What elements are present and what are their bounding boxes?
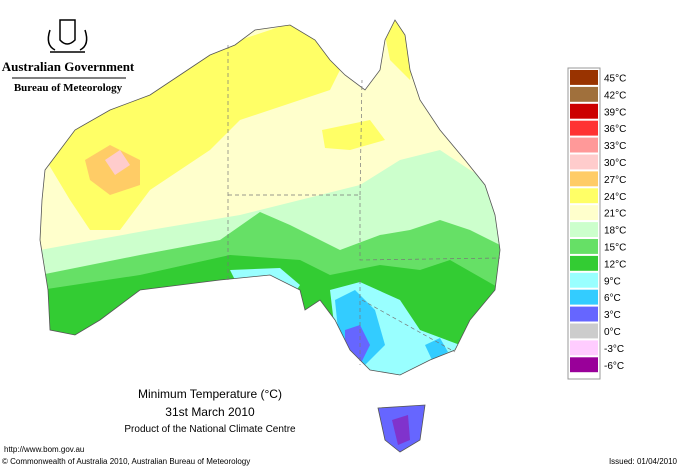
- legend-swatch: [570, 340, 598, 356]
- legend-swatch: [570, 86, 598, 102]
- legend-swatch: [570, 188, 598, 204]
- legend-swatch: [570, 272, 598, 288]
- legend-label: 39°C: [604, 107, 626, 118]
- tasmania-cold: [392, 415, 410, 445]
- legend-frame: [567, 67, 601, 380]
- copyright: © Commonwealth of Australia 2010, Austra…: [2, 457, 250, 466]
- legend-label: 0°C: [604, 327, 621, 338]
- legend-label: 21°C: [604, 209, 626, 220]
- producer: Product of the National Climate Centre: [124, 424, 296, 435]
- legend-swatch: [570, 103, 598, 119]
- legend-swatch: [570, 222, 598, 237]
- agency: Bureau of Meteorology: [14, 82, 123, 94]
- legend-swatch: [570, 306, 598, 322]
- government: Australian Government: [2, 59, 135, 74]
- legend-label: 42°C: [604, 90, 626, 101]
- legend-swatch: [570, 171, 598, 187]
- issued: Issued: 01/04/2010: [609, 457, 678, 466]
- legend-swatch: [570, 205, 598, 221]
- legend-label: 15°C: [604, 242, 626, 253]
- legend-swatch: [570, 120, 598, 136]
- legend-label: 3°C: [604, 310, 621, 321]
- legend-label: -6°C: [604, 361, 624, 372]
- legend-swatch: [570, 154, 598, 170]
- legend-label: 12°C: [604, 259, 626, 270]
- legend-label: 33°C: [604, 141, 626, 152]
- map-date: 31st March 2010: [165, 405, 255, 419]
- legend-swatch: [570, 239, 598, 254]
- legend-label: 6°C: [604, 293, 621, 304]
- legend-label: 27°C: [604, 175, 626, 186]
- legend-swatch: [570, 289, 598, 305]
- legend-swatch: [570, 255, 598, 271]
- legend-label: 45°C: [604, 73, 626, 84]
- legend-label: 24°C: [604, 192, 626, 203]
- legend-label: 9°C: [604, 276, 621, 287]
- legend-swatch: [570, 137, 598, 153]
- crest: [47, 19, 88, 53]
- legend-label: 36°C: [604, 124, 626, 135]
- legend: 45°C 42°C 39°C 36°C 33°C 30°C 27°C 24°C 21°C 18°C…: [570, 70, 626, 373]
- legend-swatch: [570, 70, 598, 85]
- legend-label: 18°C: [604, 226, 626, 237]
- map-title: Minimum Temperature (°C): [138, 387, 282, 401]
- state-borders: [227, 45, 501, 365]
- url: http://www.bom.gov.au: [4, 445, 84, 454]
- legend-swatch: [570, 357, 598, 373]
- legend-swatch: [570, 323, 598, 339]
- coastline: [39, 19, 501, 376]
- legend-label: -3°C: [604, 344, 624, 355]
- legend-label: 30°C: [604, 158, 626, 169]
